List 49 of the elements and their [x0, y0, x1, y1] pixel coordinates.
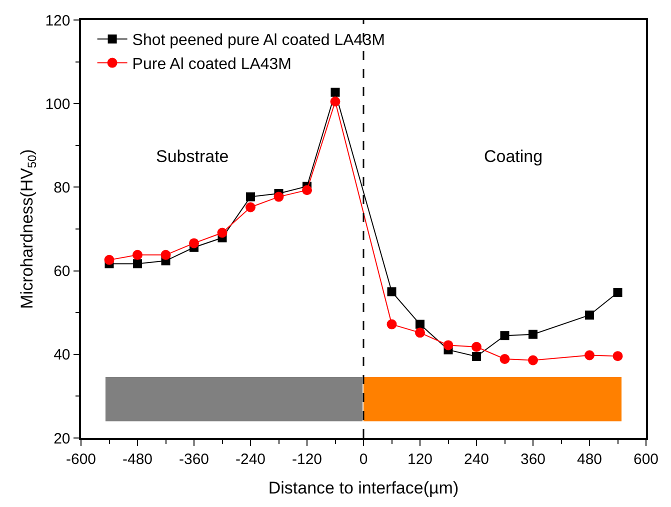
point — [274, 192, 284, 202]
point — [500, 331, 510, 340]
point — [132, 250, 142, 260]
point — [302, 185, 312, 196]
point — [528, 330, 538, 339]
point — [246, 202, 256, 212]
point — [472, 342, 482, 352]
point — [104, 254, 114, 265]
point — [528, 355, 538, 366]
point — [133, 259, 142, 268]
point — [613, 288, 622, 298]
x-axis-title: Distance to interface(µm) — [268, 478, 459, 498]
y-tick-label: 40 — [54, 346, 70, 364]
y-tick-label: 120 — [45, 12, 70, 30]
point — [612, 351, 623, 362]
annotation: Coating — [484, 147, 543, 166]
point — [217, 228, 228, 238]
y-tick-label: 20 — [54, 430, 70, 448]
x-tick-label: 360 — [520, 450, 546, 468]
point — [443, 340, 454, 350]
point — [585, 310, 594, 320]
annotation: Substrate — [156, 147, 229, 166]
point — [246, 192, 255, 202]
point — [386, 319, 397, 330]
x-tick-label: 240 — [464, 450, 490, 468]
x-tick-label: -240 — [235, 450, 266, 468]
legend-label: Shot peened pure Al coated LA43M — [132, 32, 385, 50]
x-tick-label: -600 — [66, 450, 96, 468]
point — [387, 287, 396, 296]
point — [472, 352, 481, 361]
x-tick-label: -120 — [292, 450, 322, 468]
x-tick-label: 0 — [359, 450, 368, 468]
point — [584, 350, 594, 360]
x-tick-label: 120 — [407, 450, 433, 468]
point — [500, 354, 510, 364]
x-tick-label: 480 — [576, 450, 602, 468]
point — [330, 96, 340, 107]
point — [415, 328, 425, 338]
legend-label: Pure Al coated LA43M — [132, 56, 292, 74]
point — [330, 88, 340, 97]
x-tick-label: -360 — [178, 450, 210, 468]
y-tick-label: 100 — [45, 96, 70, 113]
point — [160, 250, 171, 260]
x-tick-label: -480 — [122, 450, 153, 468]
y-tick-label: 60 — [54, 263, 70, 280]
point — [416, 320, 424, 329]
x-tick-label: 600 — [633, 450, 659, 468]
point — [189, 238, 199, 248]
y-tick-label: 80 — [54, 179, 70, 196]
